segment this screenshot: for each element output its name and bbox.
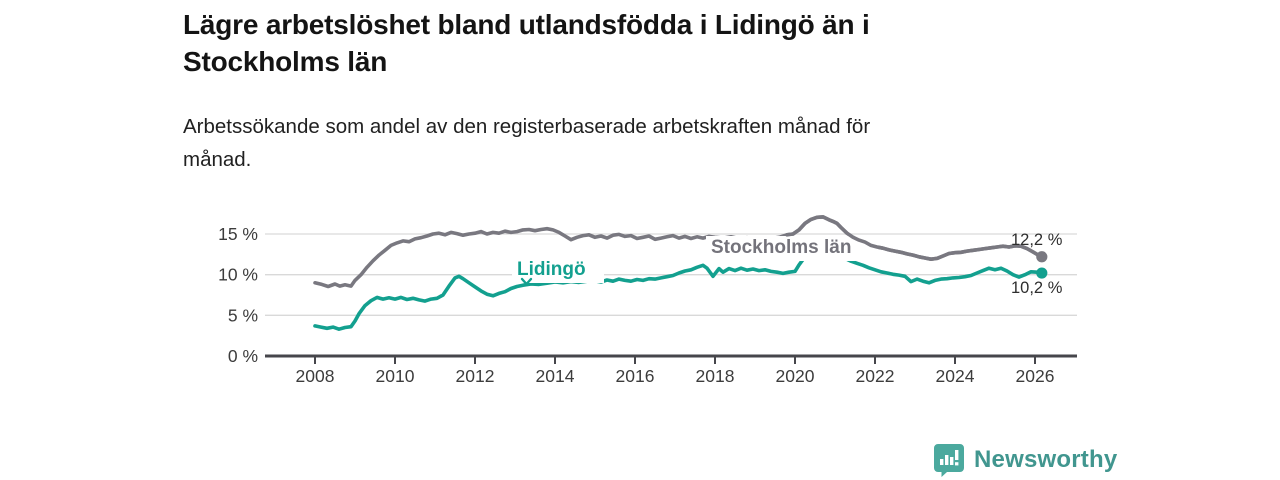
- label-halo-lidingo: [512, 258, 604, 283]
- series-label-lidingo: Lidingö: [517, 259, 586, 280]
- x-axis-tick-label: 2022: [856, 366, 895, 386]
- y-axis-tick-label: 10 %: [218, 265, 258, 285]
- chart-subtitle: Arbetssökande som andel av den registerb…: [183, 110, 1063, 176]
- end-value-label-stockholms-lan: 12,2 %: [1011, 231, 1063, 249]
- chart-title: Lägre arbetslöshet bland utlandsfödda i …: [183, 6, 1043, 80]
- end-dot-lidingo: [1036, 267, 1048, 279]
- lidingo-label-caret-icon: [520, 277, 533, 286]
- label-halo-stockholms-lan: [706, 236, 878, 261]
- x-axis-tick-label: 2026: [1016, 366, 1055, 386]
- chart-subtitle-line1: Arbetssökande som andel av den registerb…: [183, 115, 871, 138]
- series-line-stockholms-lan-spike: [785, 215, 1044, 262]
- newsworthy-icon: [934, 444, 964, 477]
- x-axis-tick-label: 2020: [776, 366, 815, 386]
- x-axis-tick-label: 2024: [936, 366, 975, 386]
- x-axis-tick-label: 2012: [456, 366, 495, 386]
- x-axis-tick-label: 2016: [616, 366, 655, 386]
- x-axis-tick-label: 2010: [376, 366, 415, 386]
- chart-title-line2: Stockholms län: [183, 46, 388, 77]
- x-axis-tick-label: 2008: [296, 366, 335, 386]
- y-axis-tick-label: 0 %: [228, 346, 258, 366]
- y-axis-tick-label: 15 %: [218, 224, 258, 244]
- chart-subtitle-line2: månad.: [183, 148, 252, 171]
- series-line-lidingo: [313, 251, 1044, 332]
- chart-title-line1: Lägre arbetslöshet bland utlandsfödda i …: [183, 9, 870, 40]
- newsworthy-wordmark: Newsworthy: [974, 446, 1118, 473]
- x-axis-tick-label: 2014: [536, 366, 575, 386]
- y-axis-tick-label: 5 %: [228, 305, 258, 325]
- newsworthy-logo: Newsworthy: [933, 443, 1117, 477]
- series-line-stockholms-lan: [313, 215, 1044, 289]
- end-value-label-lidingo: 10,2 %: [1011, 279, 1063, 297]
- series-label-stockholms-lan: Stockholms län: [711, 237, 852, 258]
- end-dot-stockholms-lan: [1036, 251, 1048, 263]
- x-axis-tick-label: 2018: [696, 366, 735, 386]
